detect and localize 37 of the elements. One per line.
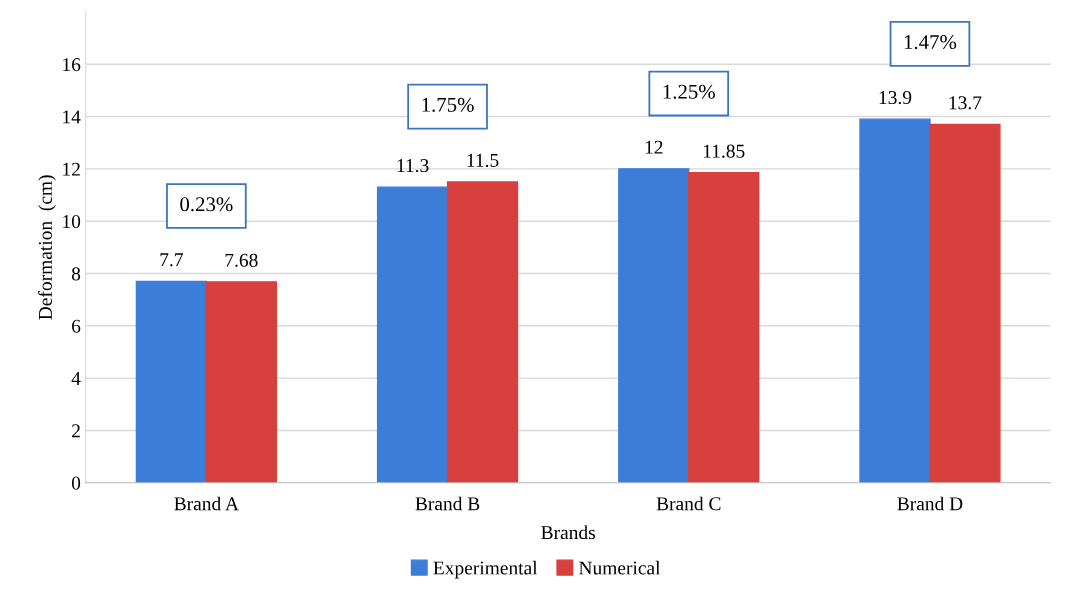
- bar: [618, 168, 690, 483]
- x-tick-label: Brand C: [656, 496, 721, 511]
- y-axis-title: Deformation (cm): [38, 175, 56, 320]
- x-tick-label: Brand D: [897, 496, 963, 511]
- x-tick-label: Brand A: [174, 496, 239, 511]
- bar: [859, 118, 931, 483]
- data-label: 11.85: [703, 144, 745, 158]
- y-tick-label: 0: [71, 476, 81, 490]
- bar: [135, 280, 208, 483]
- legend-label: Experimental: [433, 560, 538, 579]
- y-tick-label: 16: [63, 58, 81, 72]
- y-tick-label: 12: [63, 162, 80, 176]
- data-label: 11.3: [397, 159, 429, 173]
- annotation: 1.25%: [663, 84, 715, 99]
- x-tick-label: Brand B: [415, 496, 480, 511]
- y-tick-label: 8: [71, 267, 81, 281]
- x-axis-title: Brands: [541, 525, 595, 540]
- y-tick-label: 4: [71, 372, 81, 385]
- data-label: 12: [645, 140, 663, 154]
- bar: [929, 123, 1001, 483]
- y-tick-label: 6: [72, 319, 81, 333]
- y-tick-label: 2: [72, 424, 80, 438]
- bar: [205, 281, 278, 483]
- data-label: 11.5: [467, 153, 499, 167]
- data-label: 7.7: [160, 253, 183, 267]
- data-label: 7.68: [225, 253, 258, 267]
- data-label: 13.9: [879, 91, 912, 105]
- annotation: 0.23%: [180, 197, 233, 212]
- y-tick-label: 14: [63, 110, 81, 124]
- bar: [376, 186, 449, 483]
- data-label: 13.7: [949, 96, 982, 110]
- legend-label: Numerical: [579, 560, 661, 575]
- bar: [688, 172, 760, 483]
- bar: [446, 181, 519, 483]
- annotation: 1.75%: [422, 97, 474, 112]
- annotation: 1.47%: [904, 34, 957, 50]
- y-tick-label: 10: [63, 215, 81, 229]
